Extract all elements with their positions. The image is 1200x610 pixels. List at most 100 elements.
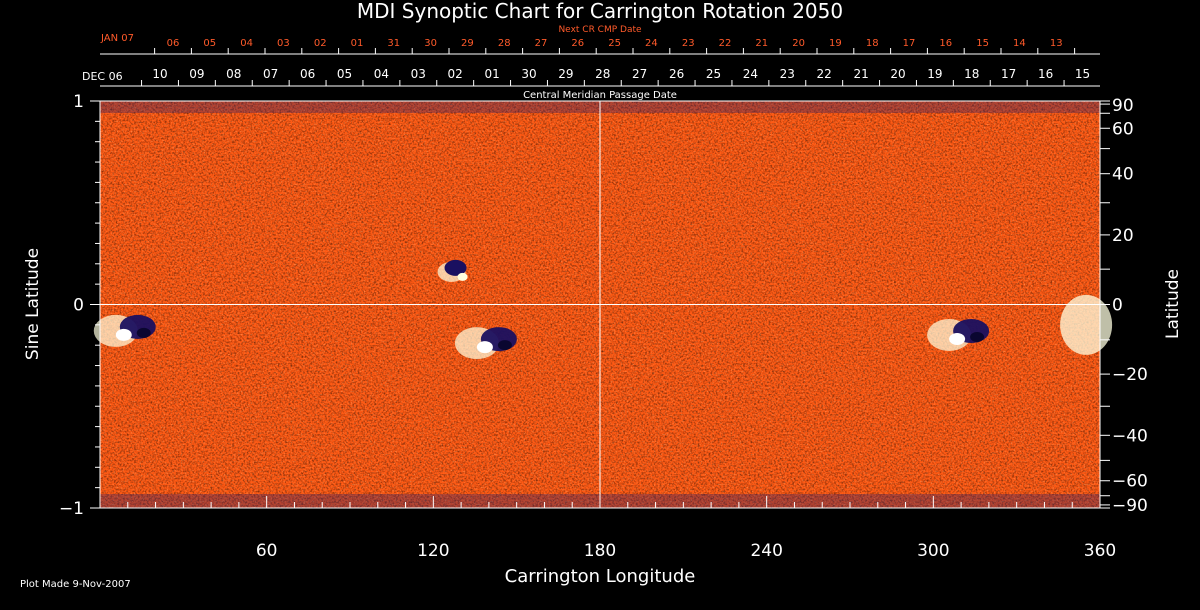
next-cr-date-label: 02 — [314, 38, 327, 49]
cmp-date-axis: DEC 06 Central Meridian Passage Date 10 0… — [82, 67, 1100, 101]
cmp-date-label: 20 — [890, 67, 905, 81]
cmp-date-label: 29 — [558, 67, 573, 81]
left-y-tick-label: 1 — [73, 92, 84, 112]
chart-title: MDI Synoptic Chart for Carrington Rotati… — [357, 0, 843, 23]
negative-flux-core — [970, 331, 985, 342]
cmp-axis-label: Central Meridian Passage Date — [523, 90, 677, 101]
next-cr-date-label: 29 — [461, 38, 474, 49]
right-y-tick-label: −90 — [1112, 496, 1148, 516]
x-axis-ticks: 60 120 180 240 300 360 — [99, 496, 1116, 561]
next-cr-date-label: 31 — [387, 38, 400, 49]
next-cr-date-label: 21 — [755, 38, 768, 49]
next-cr-date-label: 06 — [167, 38, 180, 49]
active-region — [93, 314, 156, 347]
next-cr-cmp-axis: Next CR CMP Date JAN 07 06 05 04 03 02 01 31 30… — [100, 25, 1100, 55]
x-axis-label: Carrington Longitude — [505, 566, 696, 587]
negative-flux-core — [136, 327, 151, 338]
x-tick-label: 360 — [1084, 541, 1116, 561]
right-y-tick-label: 20 — [1112, 226, 1134, 246]
cmp-date-label: 23 — [780, 67, 795, 81]
positive-flux-core — [949, 332, 966, 345]
x-tick-label: 300 — [917, 541, 949, 561]
right-y-tick-label: −60 — [1112, 472, 1148, 492]
cmp-date-label: 17 — [1001, 67, 1016, 81]
next-cr-date-label: 25 — [608, 38, 621, 49]
next-cr-date-label: 17 — [903, 38, 916, 49]
positive-flux-core — [476, 341, 493, 354]
cmp-date-label: 26 — [669, 67, 684, 81]
cmp-date-label: 19 — [927, 67, 942, 81]
cmp-date-label: 15 — [1075, 67, 1090, 81]
active-region — [1060, 294, 1113, 355]
cmp-date-label: 28 — [595, 67, 610, 81]
next-cr-axis-label: Next CR CMP Date — [558, 25, 642, 35]
next-cr-date-label: 24 — [645, 38, 658, 49]
active-region — [927, 318, 990, 351]
right-y-tick-label: −20 — [1112, 365, 1148, 385]
right-y-tick-label: 0 — [1112, 296, 1123, 316]
positive-flux-patch — [1060, 294, 1113, 355]
right-y-tick-label: 40 — [1112, 165, 1134, 185]
next-cr-date-label: 05 — [203, 38, 216, 49]
next-cr-date-label: 01 — [351, 38, 364, 49]
right-y-tick-label: 90 — [1112, 96, 1134, 116]
next-cr-date-label: 14 — [1013, 38, 1026, 49]
x-tick-label: 60 — [256, 541, 278, 561]
cmp-date-label: 05 — [337, 67, 352, 81]
cmp-month-label: DEC 06 — [82, 70, 123, 83]
next-cr-date-label: 03 — [277, 38, 290, 49]
next-cr-date-label: 19 — [829, 38, 842, 49]
next-cr-date-label: 23 — [682, 38, 695, 49]
positive-flux-patch — [457, 272, 468, 281]
cmp-date-label: 10 — [152, 67, 167, 81]
cmp-date-label: 08 — [226, 67, 241, 81]
negative-flux-patch — [444, 259, 467, 276]
cmp-date-label: 24 — [743, 67, 758, 81]
next-cr-date-label: 04 — [240, 38, 253, 49]
cmp-date-label: 22 — [817, 67, 832, 81]
active-region — [454, 327, 517, 360]
cmp-date-label: 02 — [448, 67, 463, 81]
right-y-axis-ticks: 90 60 40 20 0 −20 −40 −60 −90 — [1100, 96, 1148, 516]
negative-flux-core — [497, 340, 512, 351]
cmp-date-label: 01 — [484, 67, 499, 81]
cmp-date-label: 27 — [632, 67, 647, 81]
next-cr-month-label: JAN 07 — [100, 33, 134, 44]
next-cr-date-label: 15 — [976, 38, 989, 49]
next-cr-date-label: 27 — [535, 38, 548, 49]
next-cr-date-label: 22 — [719, 38, 732, 49]
cmp-date-label: 09 — [189, 67, 204, 81]
cmp-date-label: 16 — [1038, 67, 1053, 81]
x-tick-label: 120 — [417, 541, 449, 561]
cmp-date-label: 21 — [853, 67, 868, 81]
cmp-date-label: 04 — [374, 67, 389, 81]
left-y-axis-label: Sine Latitude — [23, 248, 43, 360]
plot-area — [93, 100, 1113, 509]
right-y-tick-label: −40 — [1112, 426, 1148, 446]
next-cr-date-label: 30 — [424, 38, 437, 49]
cmp-date-label: 07 — [263, 67, 278, 81]
plot-made-note: Plot Made 9-Nov-2007 — [20, 579, 131, 590]
active-region — [437, 259, 468, 282]
right-y-tick-label: 60 — [1112, 119, 1134, 139]
active-regions — [93, 259, 1113, 360]
next-cr-date-label: 28 — [498, 38, 511, 49]
next-cr-date-label: 20 — [792, 38, 805, 49]
cmp-date-label: 18 — [964, 67, 979, 81]
cmp-date-label: 25 — [706, 67, 721, 81]
x-tick-label: 180 — [584, 541, 616, 561]
next-cr-date-label: 13 — [1050, 38, 1063, 49]
left-y-tick-label: −1 — [59, 499, 84, 519]
cmp-date-label: 03 — [411, 67, 426, 81]
x-tick-label: 240 — [750, 541, 782, 561]
left-y-tick-label: 0 — [73, 296, 84, 316]
positive-flux-core — [115, 328, 132, 341]
right-y-axis-label: Latitude — [1163, 269, 1183, 339]
next-cr-date-label: 16 — [939, 38, 952, 49]
next-cr-date-label: 26 — [571, 38, 584, 49]
cmp-date-label: 06 — [300, 67, 315, 81]
next-cr-date-label: 18 — [866, 38, 879, 49]
cmp-date-label: 30 — [521, 67, 536, 81]
left-y-axis-ticks: 1 0 −1 — [59, 92, 100, 519]
